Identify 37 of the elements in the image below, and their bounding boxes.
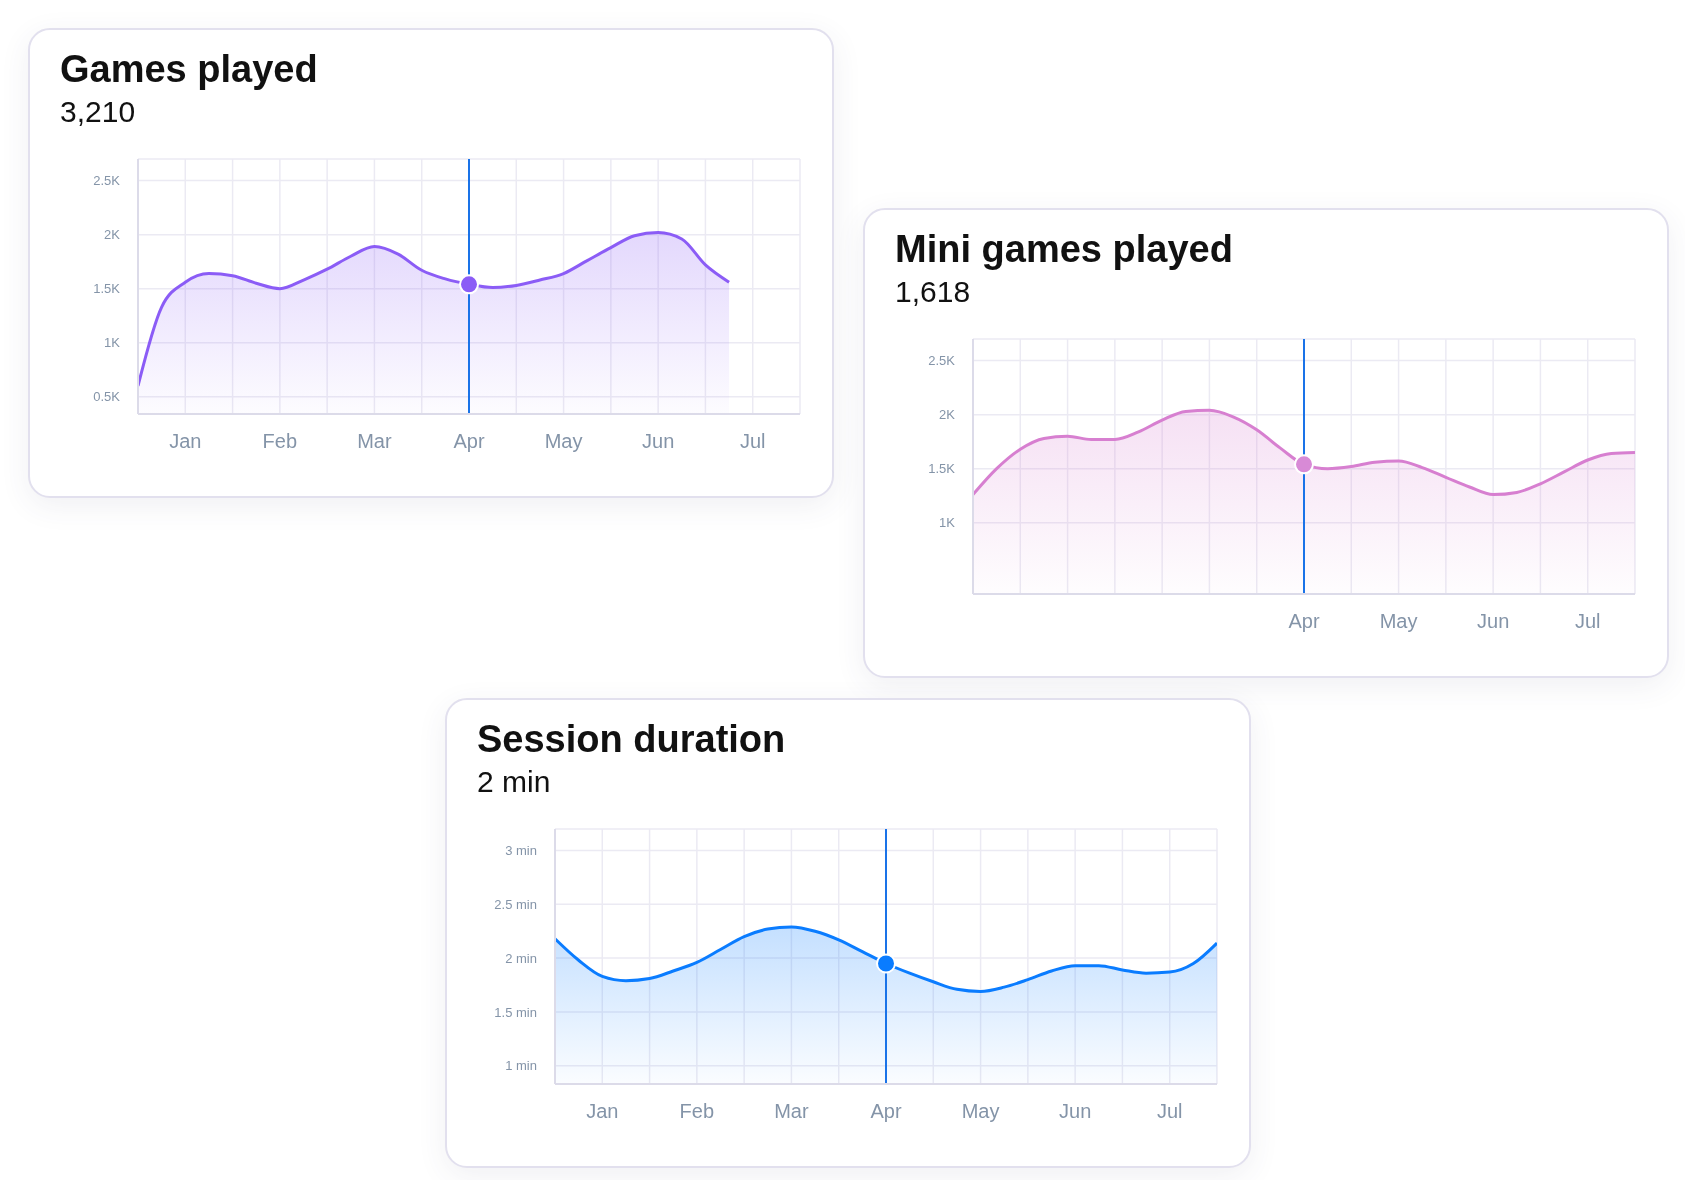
y-tick-label: 0.5K	[93, 389, 121, 405]
y-tick-label: 1.5K	[928, 461, 956, 477]
x-tick-label: Mar	[357, 430, 392, 453]
y-tick-label: 2.5 min	[494, 896, 537, 912]
y-tick-label: 1 min	[505, 1058, 537, 1074]
x-tick-label: Jun	[642, 430, 675, 453]
y-tick-label: 2K	[104, 227, 121, 243]
x-tick-label: May	[961, 1100, 1000, 1123]
x-tick-label: Jul	[739, 430, 766, 453]
y-tick-label: 2 min	[505, 950, 537, 966]
y-tick-label: 1K	[939, 515, 956, 531]
y-tick-label: 2.5K	[93, 173, 121, 189]
y-tick-label: 1K	[104, 335, 121, 351]
x-tick-label: Apr	[1288, 610, 1320, 633]
x-tick-label: Apr	[870, 1100, 902, 1123]
y-tick-label: 2.5K	[928, 353, 956, 369]
y-tick-label: 2K	[939, 407, 956, 423]
x-tick-label: Jul	[1156, 1100, 1183, 1123]
chart-title: Session duration	[477, 718, 787, 761]
x-tick-label: Jan	[586, 1100, 619, 1123]
x-tick-label: May	[544, 430, 583, 453]
y-tick-label: 3 min	[505, 843, 537, 859]
x-tick-label: Mar	[774, 1100, 809, 1123]
chart-subtitle: 3,210	[60, 95, 137, 129]
x-tick-label: Apr	[453, 430, 485, 453]
x-tick-label: Jan	[169, 430, 202, 453]
chart-subtitle: 1,618	[895, 275, 972, 309]
x-tick-label: May	[1379, 610, 1418, 633]
y-tick-label: 1.5K	[93, 281, 121, 297]
x-tick-label: Feb	[679, 1100, 715, 1123]
y-tick-label: 1.5 min	[494, 1004, 537, 1020]
chart-title: Games played	[60, 48, 319, 91]
x-tick-label: Feb	[262, 430, 298, 453]
x-tick-label: Jul	[1574, 610, 1601, 633]
chart-title: Mini games played	[895, 228, 1234, 271]
x-tick-label: Jun	[1059, 1100, 1092, 1123]
x-tick-label: Jun	[1477, 610, 1510, 633]
